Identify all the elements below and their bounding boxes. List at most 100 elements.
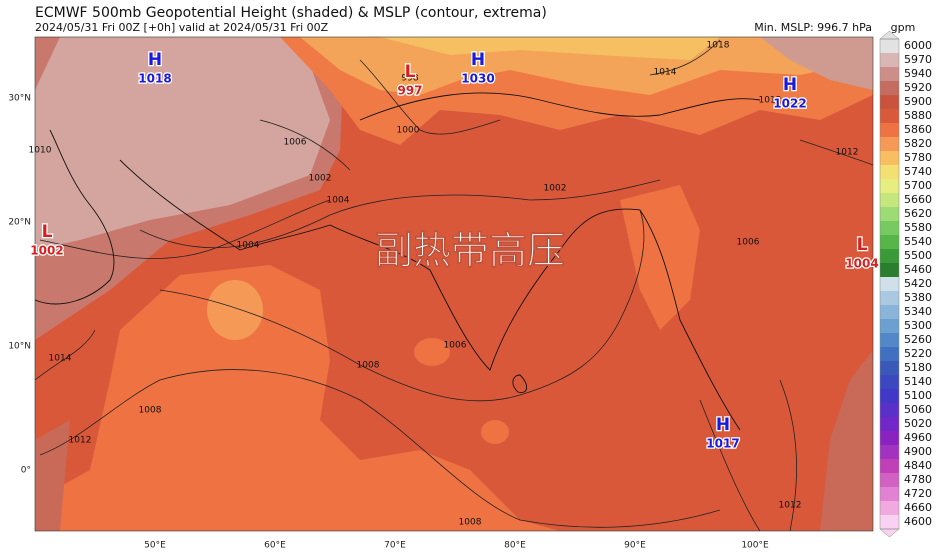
pressure-center-type: L bbox=[857, 235, 868, 255]
pressure-center-type: L bbox=[405, 62, 416, 82]
colorbar-label: 5140 bbox=[904, 375, 932, 388]
colorbar-label: 5380 bbox=[904, 291, 932, 304]
colorbar-segment bbox=[880, 473, 899, 487]
colorbar-segment bbox=[880, 375, 899, 389]
colorbar-label: 5580 bbox=[904, 221, 932, 234]
contour-label: 1008 bbox=[139, 406, 162, 416]
isobar bbox=[699, 399, 761, 531]
colorbar-segment bbox=[880, 515, 899, 529]
colorbar-label: 5180 bbox=[904, 361, 932, 374]
colorbar-segment bbox=[880, 53, 899, 67]
coastline bbox=[359, 92, 761, 121]
colorbar-segment bbox=[880, 109, 899, 123]
colorbar-segment bbox=[880, 445, 899, 459]
contour-label: 1002 bbox=[309, 174, 332, 184]
colorbar-segment bbox=[880, 347, 899, 361]
pressure-center-type: H bbox=[716, 415, 730, 435]
colorbar-label: 5100 bbox=[904, 389, 932, 402]
contour-label: 1012 bbox=[836, 148, 859, 158]
overlay-label: 副热带高压 bbox=[375, 229, 565, 273]
shade-5940-ne bbox=[760, 37, 873, 90]
colorbar-label: 5880 bbox=[904, 109, 932, 122]
colorbar-segment bbox=[880, 403, 899, 417]
shade-5900-sw bbox=[35, 420, 70, 531]
subtitle: 2024/05/31 Fri 00Z [+0h] valid at 2024/0… bbox=[35, 21, 329, 34]
colorbar-label: 5300 bbox=[904, 319, 932, 332]
colorbar-segment bbox=[880, 319, 899, 333]
colorbar-segment bbox=[880, 179, 899, 193]
colorbar-segment bbox=[880, 81, 899, 95]
latitude-label: 20°N bbox=[8, 218, 31, 228]
colorbar-label: 4600 bbox=[904, 515, 932, 528]
shade-5860-patch bbox=[414, 338, 450, 366]
longitude-label: 100°E bbox=[741, 541, 769, 551]
contour-label: 1010 bbox=[29, 146, 52, 156]
coastline bbox=[35, 129, 115, 305]
map-area bbox=[35, 37, 873, 531]
isobar bbox=[649, 39, 721, 76]
colorbar-label: 5340 bbox=[904, 305, 932, 318]
contour-label: 1008 bbox=[357, 361, 380, 371]
colorbar-segment bbox=[880, 151, 899, 165]
colorbar-segment bbox=[880, 501, 899, 515]
colorbar-label: 6000 bbox=[904, 39, 932, 52]
colorbar-label: 4960 bbox=[904, 431, 932, 444]
contour-label: 1002 bbox=[544, 184, 567, 194]
colorbar-segment bbox=[880, 165, 899, 179]
colorbar-segment bbox=[880, 67, 899, 81]
coastline bbox=[512, 374, 527, 393]
colorbar-label: 5740 bbox=[904, 165, 932, 178]
map-frame bbox=[34, 36, 874, 532]
shade-5860-patch bbox=[481, 420, 509, 444]
colorbar-segment bbox=[880, 123, 899, 137]
colorbar-label: 5540 bbox=[904, 235, 932, 248]
shade-5780 bbox=[380, 37, 720, 60]
contour-label: 1006 bbox=[444, 341, 467, 351]
longitude-label: 60°E bbox=[264, 541, 286, 551]
colorbar-label: 5780 bbox=[904, 151, 932, 164]
coastline bbox=[119, 159, 741, 431]
colorbar-segment bbox=[880, 235, 899, 249]
colorbar-segment bbox=[880, 95, 899, 109]
title: ECMWF 500mb Geopotential Height (shaded)… bbox=[35, 5, 547, 21]
colorbar-label: 5500 bbox=[904, 249, 932, 262]
longitude-label: 50°E bbox=[144, 541, 166, 551]
pressure-center-type: L bbox=[42, 222, 53, 242]
min-mslp: Min. MSLP: 996.7 hPa bbox=[754, 21, 872, 34]
isobar bbox=[39, 199, 331, 259]
colorbar-label: 5860 bbox=[904, 123, 932, 136]
colorbar-label: 4900 bbox=[904, 445, 932, 458]
isobar bbox=[359, 59, 501, 135]
colorbar-segment bbox=[880, 459, 899, 473]
colorbar-label: 5220 bbox=[904, 347, 932, 360]
colorbar-label: 5620 bbox=[904, 207, 932, 220]
colorbar-segment bbox=[880, 291, 899, 305]
isobar bbox=[259, 119, 351, 171]
colorbar-label: 4840 bbox=[904, 459, 932, 472]
longitude-label: 80°E bbox=[504, 541, 526, 551]
pressure-center-value: 1002 bbox=[30, 244, 63, 258]
colorbar-label: 5970 bbox=[904, 53, 932, 66]
colorbar-label: 5260 bbox=[904, 333, 932, 346]
colorbar-segment bbox=[880, 417, 899, 431]
latitude-label: 30°N bbox=[8, 94, 31, 104]
pressure-center-type: H bbox=[471, 50, 485, 70]
colorbar-segment bbox=[880, 487, 899, 501]
colorbar-label: 5700 bbox=[904, 179, 932, 192]
contour-label: 1014 bbox=[49, 354, 72, 364]
pressure-center-value: 1030 bbox=[461, 72, 494, 86]
isobar bbox=[139, 179, 661, 249]
colorbar-segment bbox=[880, 193, 899, 207]
colorbar-label: 5060 bbox=[904, 403, 932, 416]
colorbar-segment bbox=[880, 305, 899, 319]
colorbar-segment bbox=[880, 431, 899, 445]
pressure-center-type: H bbox=[783, 75, 797, 95]
colorbar-segment bbox=[880, 137, 899, 151]
colorbar-label: 5900 bbox=[904, 95, 932, 108]
colorbar-label: 4720 bbox=[904, 487, 932, 500]
contour-label: 1012 bbox=[69, 436, 92, 446]
contour-label: 1004 bbox=[327, 196, 350, 206]
contour-label: 1018 bbox=[707, 41, 730, 51]
colorbar-segment bbox=[880, 207, 899, 221]
